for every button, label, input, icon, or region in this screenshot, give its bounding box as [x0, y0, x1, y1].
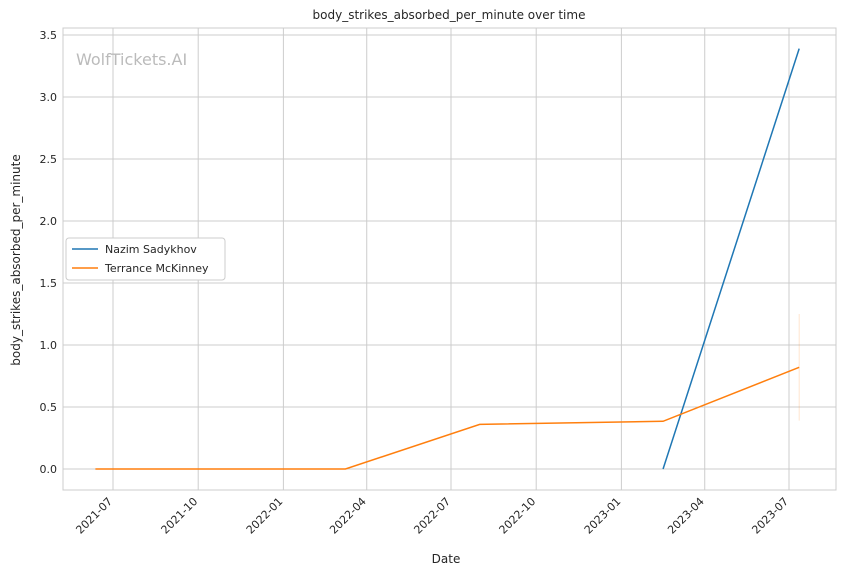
x-tick-label: 2022-07	[411, 495, 453, 537]
x-tick-label: 2023-04	[665, 495, 707, 537]
y-tick-label: 3.0	[40, 91, 58, 104]
y-tick-label: 2.5	[40, 153, 58, 166]
x-tick-label: 2023-01	[582, 495, 624, 537]
y-axis-label: body_strikes_absorbed_per_minute	[9, 154, 23, 365]
chart-title: body_strikes_absorbed_per_minute over ti…	[313, 8, 586, 22]
series-line-nazim-sadykhov	[662, 48, 800, 470]
legend-box	[65, 237, 226, 281]
plot-frame	[62, 27, 837, 491]
watermark: WolfTickets.AI	[76, 50, 187, 69]
y-tick-label: 2.0	[40, 215, 58, 228]
legend-label-nazim: Nazim Sadykhov	[105, 243, 197, 256]
x-tick-label: 2022-04	[327, 495, 369, 537]
x-axis-label: Date	[432, 552, 461, 566]
y-tick-label: 0.5	[40, 401, 58, 414]
grid	[63, 28, 836, 490]
series-line-terrance-mckinney	[95, 366, 800, 470]
y-tick-label: 1.5	[40, 277, 58, 290]
x-tick-label: 2022-10	[497, 495, 539, 537]
y-tick-label: 0.0	[40, 463, 58, 476]
x-tick-label: 2021-10	[159, 495, 201, 537]
y-tick-label: 3.5	[40, 29, 58, 42]
x-tick-label: 2022-01	[244, 495, 286, 537]
legend: Nazim Sadykhov Terrance McKinney	[65, 237, 226, 281]
legend-label-terrance: Terrance McKinney	[104, 262, 209, 275]
y-tick-label: 1.0	[40, 339, 58, 352]
x-tick-label: 2023-07	[749, 495, 791, 537]
x-tick-label: 2021-07	[73, 495, 115, 537]
